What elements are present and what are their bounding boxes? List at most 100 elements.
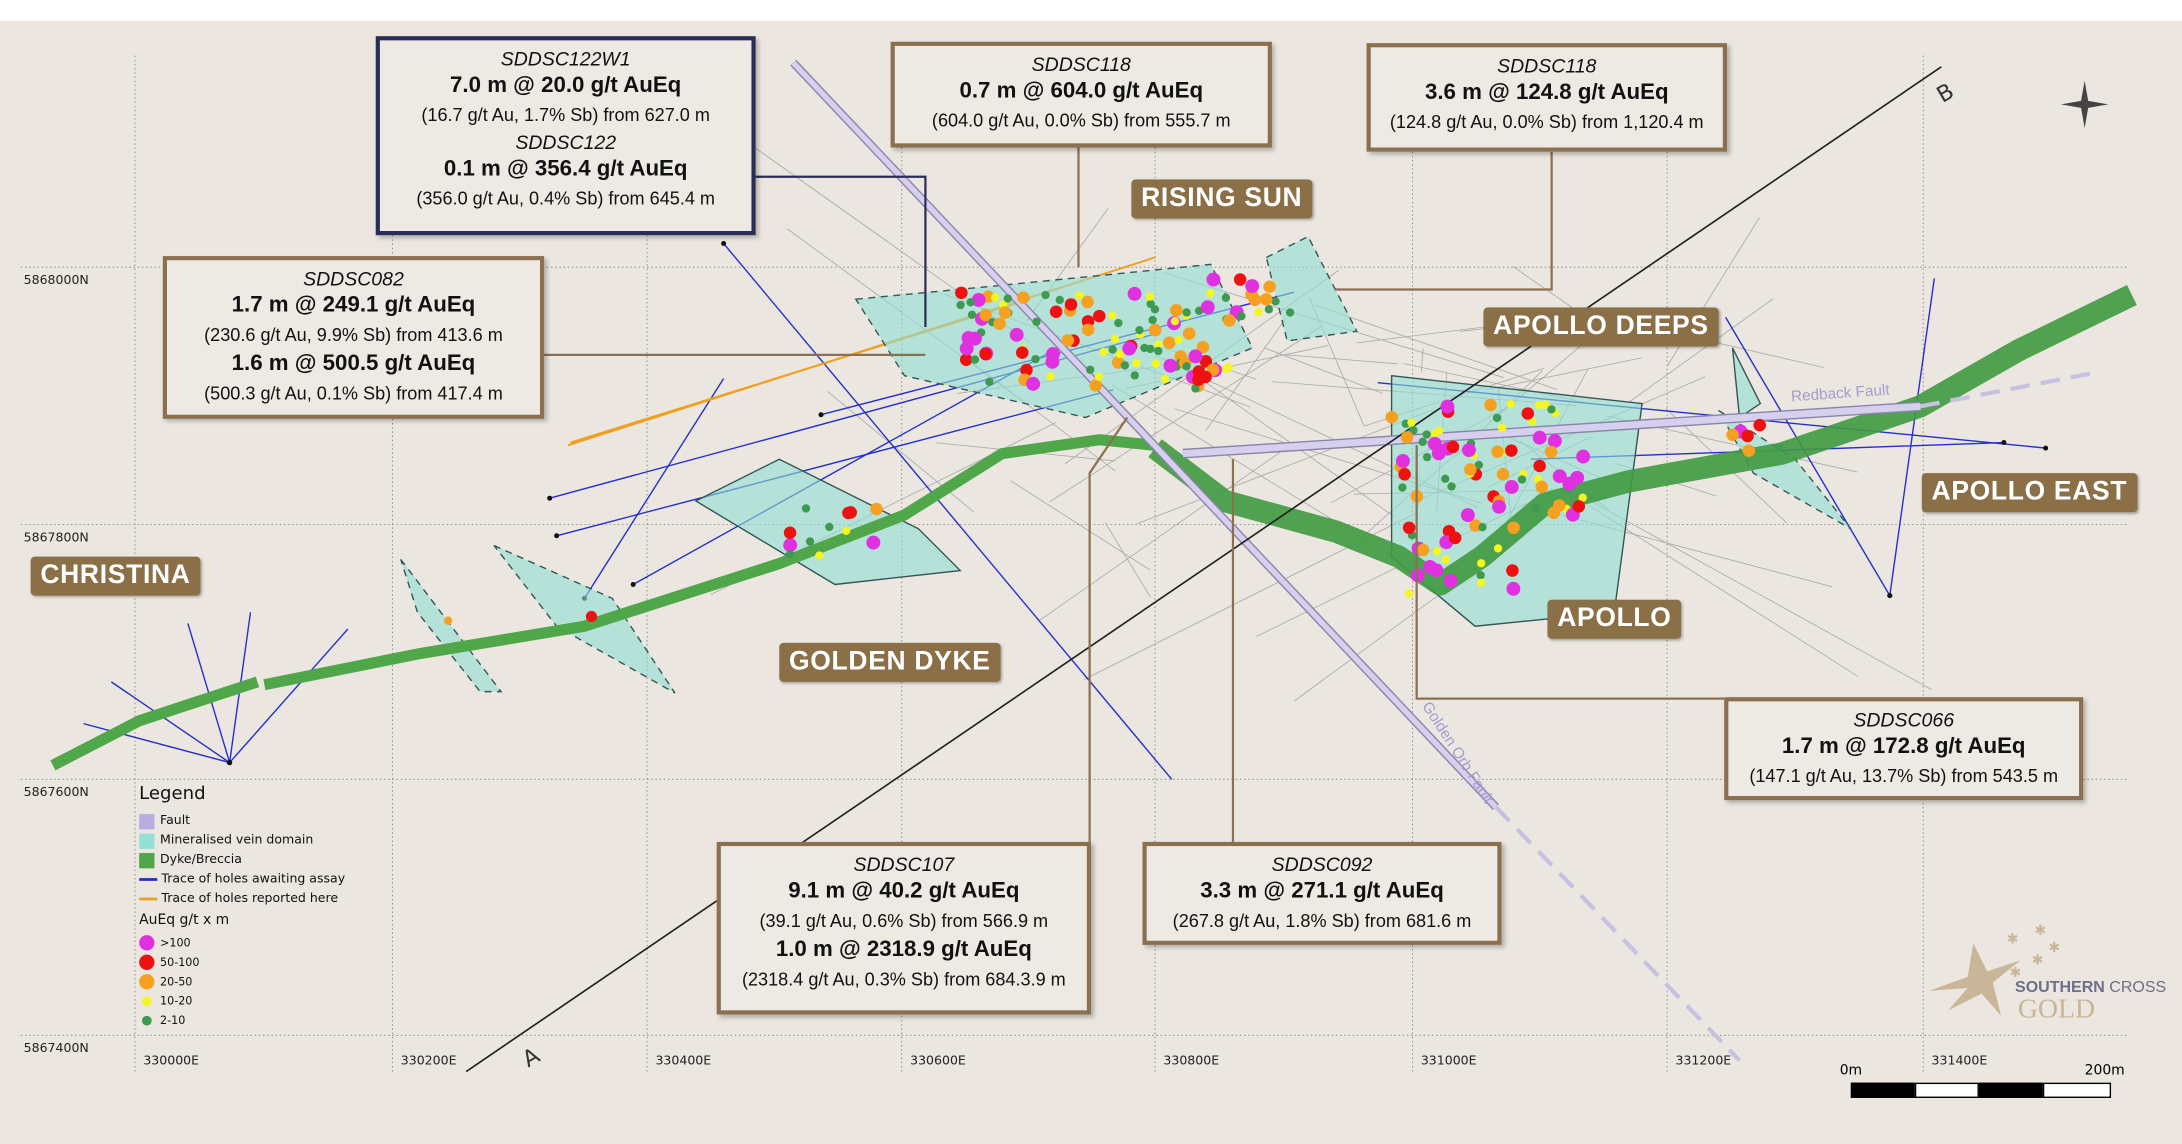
- callout-sddsc118-b: SDDSC118 3.6 m @ 124.8 g/t AuEq (124.8 g…: [1366, 43, 1727, 152]
- legend-grade-4: 2-10: [139, 1010, 345, 1029]
- map-drawing: A B: [20, 55, 2137, 1073]
- grade-intercept-2-10: [1447, 482, 1456, 491]
- grade-intercept-20-50: [1400, 431, 1414, 444]
- intercept: 7.0 m @ 20.0 g/t AuEq: [450, 73, 682, 98]
- legend-item-fault: Fault: [139, 811, 345, 830]
- grade-intercept-10-20: [1224, 363, 1234, 372]
- grade-intercept-10-20: [1099, 347, 1108, 357]
- grade-intercept-2-10: [1191, 384, 1200, 393]
- grade-intercept-50-100: [844, 506, 857, 519]
- dyke-breccia: [50, 434, 1156, 771]
- svg-text:✱: ✱: [2009, 964, 2021, 980]
- intercept-detail: (230.6 g/t Au, 9.9% Sb) from 413.6 m: [204, 324, 503, 346]
- grade-intercept-2-10: [1135, 325, 1144, 335]
- grade-intercept->100: [1461, 443, 1476, 457]
- grade-intercept->100: [1188, 349, 1203, 364]
- legend-label: Fault: [160, 814, 191, 829]
- grade-intercept-20-50: [998, 306, 1012, 319]
- grade-intercept-2-10: [956, 300, 965, 310]
- grade-intercept->100: [968, 331, 982, 346]
- northing-label: 5867800N: [23, 531, 89, 546]
- drill-trace: [1049, 326, 1321, 503]
- intercept-detail: (604.0 g/t Au, 0.0% Sb) from 555.7 m: [931, 109, 1231, 131]
- grade-intercept-2-10: [1474, 460, 1484, 470]
- grade-intercept-2-10: [1182, 308, 1191, 317]
- grade-intercept->100: [1506, 581, 1521, 596]
- grade-intercept-2-10: [1114, 318, 1123, 328]
- easting-label: 331000E: [1420, 1054, 1477, 1069]
- grade-intercept-50-100: [1049, 305, 1063, 318]
- grade-intercept-10-20: [1435, 426, 1444, 436]
- grade-intercept->100: [959, 341, 974, 356]
- trace-awaiting-assay: [229, 628, 349, 764]
- collar-point: [818, 412, 824, 418]
- grade-intercept-10-20: [1407, 418, 1416, 427]
- grade-intercept-10-20: [1432, 547, 1442, 556]
- drill-trace: [1010, 480, 1151, 571]
- grade-intercept-10-20: [842, 526, 851, 535]
- callout-sddsc122w1: SDDSC122W1 7.0 m @ 20.0 g/t AuEq (16.7 g…: [375, 36, 756, 236]
- grade-intercept->100: [1440, 399, 1455, 414]
- grade-intercept-50-100: [585, 610, 597, 623]
- grade-intercept->100: [1206, 272, 1221, 287]
- grade-intercept->100: [1443, 574, 1458, 588]
- grade-intercept-2-10: [1154, 346, 1163, 356]
- svg-text:✱: ✱: [2035, 922, 2047, 938]
- grade-intercept-50-100: [1446, 440, 1460, 454]
- trace-awaiting-assay: [110, 681, 231, 764]
- drill-trace: [1284, 354, 1399, 365]
- grade-intercept->100: [866, 535, 881, 550]
- grade-intercept-10-20: [1404, 589, 1414, 598]
- collar-point: [2043, 445, 2049, 451]
- grade-intercept-10-20: [1578, 493, 1587, 502]
- intercept-detail: (2318.4 g/t Au, 0.3% Sb) from 684.3.9 m: [741, 968, 1066, 990]
- grade-intercept-50-100: [1402, 521, 1416, 535]
- grade-intercept-10-20: [1254, 307, 1263, 317]
- intercept-detail: (16.7 g/t Au, 1.7% Sb) from 627.0 m: [421, 104, 710, 126]
- grade-intercept-50-100: [1199, 354, 1213, 368]
- logo-text: CROSS: [2109, 979, 2167, 997]
- section-label-b: B: [1932, 78, 1958, 108]
- callout-sddsc092: SDDSC092 3.3 m @ 271.1 g/t AuEq (267.8 g…: [1142, 841, 1502, 945]
- grade-intercept->100: [1460, 508, 1475, 523]
- easting-label: 330200E: [400, 1054, 457, 1069]
- grade-intercept->100: [1504, 480, 1519, 494]
- grade-intercept-20-50: [1507, 521, 1520, 534]
- grade-intercept-20-50: [1491, 445, 1504, 458]
- grade-intercept-20-50: [1496, 467, 1510, 481]
- grade-intercept-10-20: [1206, 289, 1215, 298]
- grade-intercept-20-50: [1089, 379, 1103, 392]
- intercept: 0.7 m @ 604.0 g/t AuEq: [959, 79, 1204, 103]
- area-label-apollo-east: APOLLO EAST: [1921, 473, 2137, 513]
- grade-intercept-2-10: [1441, 474, 1450, 483]
- logo-text: SOUTHERN: [2015, 979, 2105, 997]
- legend-grade-2: 20-50: [139, 971, 345, 990]
- mineralised-vein-domain: [694, 458, 962, 586]
- grade-intercept-20-50: [1742, 444, 1756, 457]
- grade-intercept-10-20: [1541, 400, 1550, 409]
- mineralised-vein-domain: [400, 559, 503, 693]
- grade-intercept-10-20: [1132, 359, 1141, 368]
- legend-label: Trace of holes reported here: [161, 892, 339, 906]
- grade-intercept-20-50: [870, 502, 883, 516]
- hole-id: SDDSC118: [1497, 54, 1597, 77]
- drill-trace: [1314, 304, 1557, 390]
- area-label-rising-sun: RISING SUN: [1131, 179, 1313, 219]
- grade-intercept-20-50: [1259, 293, 1273, 306]
- grade-intercept-20-50: [1544, 445, 1558, 459]
- grade-intercept->100: [1423, 559, 1437, 574]
- grade-intercept-20-50: [1061, 334, 1075, 347]
- grade-intercept-20-50: [1196, 340, 1210, 354]
- section-label-a: A: [518, 1042, 545, 1073]
- collar-point: [1887, 593, 1893, 599]
- area-label-apollo-deeps: APOLLO DEEPS: [1483, 307, 1719, 347]
- grade-dot-icon: [139, 973, 155, 989]
- grade-intercept-2-10: [1146, 344, 1155, 354]
- grade-intercept-50-100: [1016, 346, 1029, 359]
- grade-intercept->100: [971, 292, 986, 307]
- grade-intercept-2-10: [1120, 361, 1130, 370]
- intercept-detail: (124.8 g/t Au, 0.0% Sb) from 1,120.4 m: [1389, 111, 1704, 133]
- legend-item-vein: Mineralised vein domain: [139, 831, 345, 850]
- grade-intercept-50-100: [1753, 418, 1766, 432]
- intercept: 1.7 m @ 249.1 g/t AuEq: [231, 293, 476, 318]
